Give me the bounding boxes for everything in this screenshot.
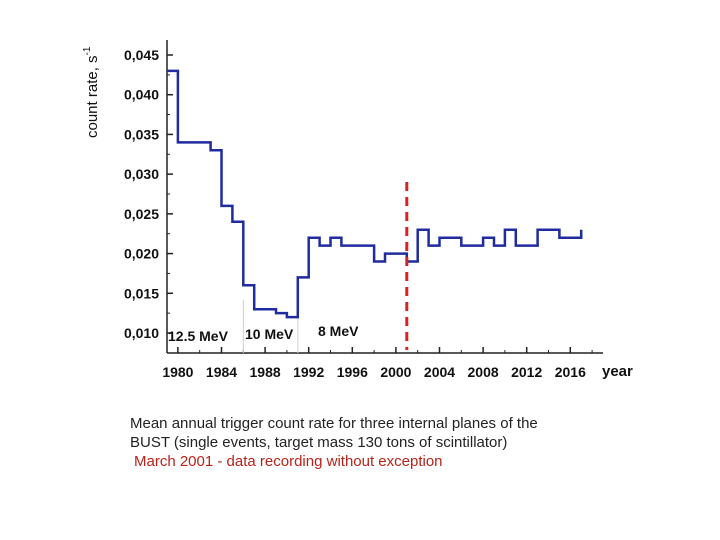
x-tick-label: 1988	[250, 364, 281, 380]
y-tick-label: 0,030	[124, 166, 159, 182]
annotation-10-mev: 10 MeV	[245, 326, 294, 342]
y-tick-label: 0,015	[124, 285, 159, 301]
caption-line-2: BUST (single events, target mass 130 ton…	[130, 434, 508, 451]
annotation-8-mev: 8 MeV	[318, 323, 359, 339]
y-tick-label: 0,035	[124, 126, 159, 142]
caption-line-1: Mean annual trigger count rate for three…	[130, 415, 538, 432]
y-tick-label: 0,010	[124, 325, 159, 341]
x-tick-label: 1996	[337, 364, 368, 380]
x-axis-title: year	[602, 363, 633, 380]
x-tick-label: 1980	[162, 364, 193, 380]
count-rate-chart: 0,010 0,015 0,020 0,025 0,030 0,035 0,040 0,045…	[82, 40, 633, 380]
y-tick-label: 0,045	[124, 47, 159, 63]
y-tick-label: 0,025	[124, 206, 159, 222]
x-tick-label: 1984	[206, 364, 237, 380]
y-axis-title: count rate, s-1	[82, 46, 101, 138]
chart-axes	[166, 40, 603, 354]
series-group	[167, 69, 583, 319]
x-tick-label: 2016	[555, 364, 586, 380]
x-tick-label: 2004	[424, 364, 455, 380]
annotation-12-5-mev: 12.5 MeV	[168, 328, 229, 344]
y-tick-label: 0,040	[124, 87, 159, 103]
y-tick-label: 0,020	[124, 246, 159, 262]
caption-line-3: March 2001 - data recording without exce…	[134, 453, 443, 470]
series-line	[167, 69, 583, 319]
x-tick-label: 1992	[293, 364, 324, 380]
x-tick-label: 2008	[468, 364, 499, 380]
tick-labels: 0,010 0,015 0,020 0,025 0,030 0,035 0,040 0,045…	[124, 47, 586, 380]
figure-caption: Mean annual trigger count rate for three…	[130, 414, 650, 471]
x-tick-label: 2000	[380, 364, 411, 380]
x-tick-label: 2012	[511, 364, 542, 380]
